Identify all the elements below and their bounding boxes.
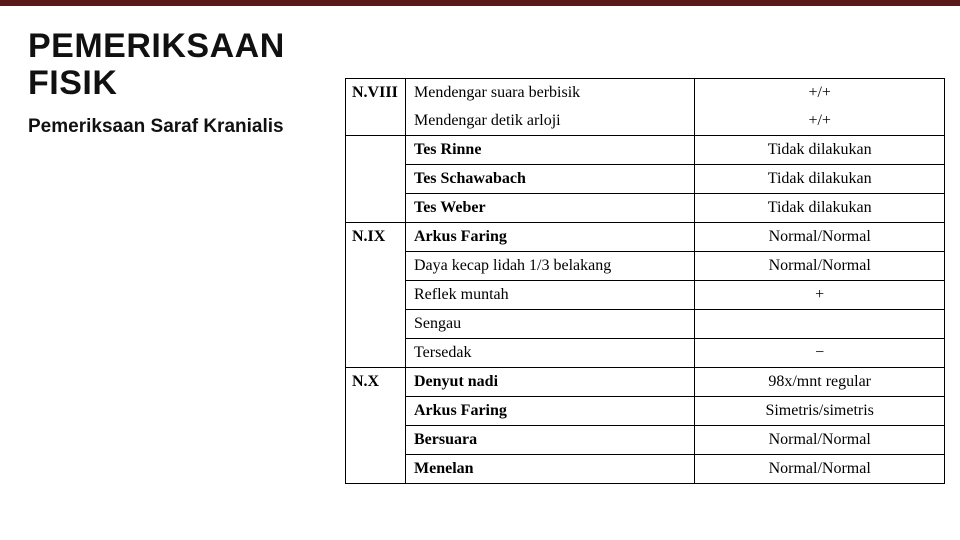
nerve-cell-empty: [346, 281, 406, 310]
nerve-cell-empty: [346, 339, 406, 368]
table-row: Tes Rinne Tidak dilakukan: [346, 136, 945, 165]
nerve-cell-empty: [346, 165, 406, 194]
test-cell: Mendengar suara berbisik: [405, 79, 694, 108]
nerve-cell-empty: [346, 194, 406, 223]
result-cell: Normal/Normal: [695, 455, 945, 484]
table-row: N.VIII Mendengar suara berbisik +/+: [346, 79, 945, 108]
test-cell: Tes Schawabach: [405, 165, 694, 194]
table-row: N.IX Arkus Faring Normal/Normal: [346, 223, 945, 252]
result-cell: [695, 310, 945, 339]
result-cell: 98x/mnt regular: [695, 368, 945, 397]
table-row: Mendengar detik arloji +/+: [346, 107, 945, 136]
nerve-cell-empty: [346, 252, 406, 281]
nerve-cell: N.X: [346, 368, 406, 397]
table-row: Bersuara Normal/Normal: [346, 426, 945, 455]
result-cell: Normal/Normal: [695, 426, 945, 455]
table-row: Arkus Faring Simetris/simetris: [346, 397, 945, 426]
table-row: Tes Schawabach Tidak dilakukan: [346, 165, 945, 194]
nerve-cell-empty: [346, 310, 406, 339]
result-cell: Tidak dilakukan: [695, 194, 945, 223]
nerve-cell: N.VIII: [346, 79, 406, 108]
nerve-cell: N.IX: [346, 223, 406, 252]
test-cell: Tes Rinne: [405, 136, 694, 165]
test-cell: Denyut nadi: [405, 368, 694, 397]
table-row: Daya kecap lidah 1/3 belakang Normal/Nor…: [346, 252, 945, 281]
nerve-cell-empty: [346, 397, 406, 426]
test-cell: Tersedak: [405, 339, 694, 368]
cranial-nerve-table: N.VIII Mendengar suara berbisik +/+ Mend…: [345, 78, 945, 484]
left-title-pane: PEMERIKSAAN FISIK Pemeriksaan Saraf Kran…: [28, 28, 318, 139]
result-cell: +/+: [695, 107, 945, 136]
test-cell: Arkus Faring: [405, 223, 694, 252]
result-cell: Normal/Normal: [695, 223, 945, 252]
nerve-cell-empty: [346, 455, 406, 484]
result-cell: Tidak dilakukan: [695, 165, 945, 194]
test-cell: Arkus Faring: [405, 397, 694, 426]
result-cell: Tidak dilakukan: [695, 136, 945, 165]
table-row: Reflek muntah +: [346, 281, 945, 310]
test-cell: Bersuara: [405, 426, 694, 455]
page-subtitle: Pemeriksaan Saraf Kranialis: [28, 115, 318, 139]
test-cell: Daya kecap lidah 1/3 belakang: [405, 252, 694, 281]
table-row: N.X Denyut nadi 98x/mnt regular: [346, 368, 945, 397]
result-cell: −: [695, 339, 945, 368]
nerve-cell-empty: [346, 136, 406, 165]
page-title: PEMERIKSAAN FISIK: [28, 28, 318, 101]
test-cell: Reflek muntah: [405, 281, 694, 310]
table-row: Tes Weber Tidak dilakukan: [346, 194, 945, 223]
nerve-cell-empty: [346, 426, 406, 455]
test-cell: Sengau: [405, 310, 694, 339]
result-cell: Simetris/simetris: [695, 397, 945, 426]
table-row: Sengau: [346, 310, 945, 339]
table-row: Tersedak −: [346, 339, 945, 368]
test-cell: Mendengar detik arloji: [405, 107, 694, 136]
accent-top-rule: [0, 0, 960, 6]
test-cell: Tes Weber: [405, 194, 694, 223]
test-cell: Menelan: [405, 455, 694, 484]
nerve-cell-empty: [346, 107, 406, 136]
result-cell: +: [695, 281, 945, 310]
exam-table: N.VIII Mendengar suara berbisik +/+ Mend…: [345, 78, 945, 484]
result-cell: Normal/Normal: [695, 252, 945, 281]
table-row: Menelan Normal/Normal: [346, 455, 945, 484]
result-cell: +/+: [695, 79, 945, 108]
